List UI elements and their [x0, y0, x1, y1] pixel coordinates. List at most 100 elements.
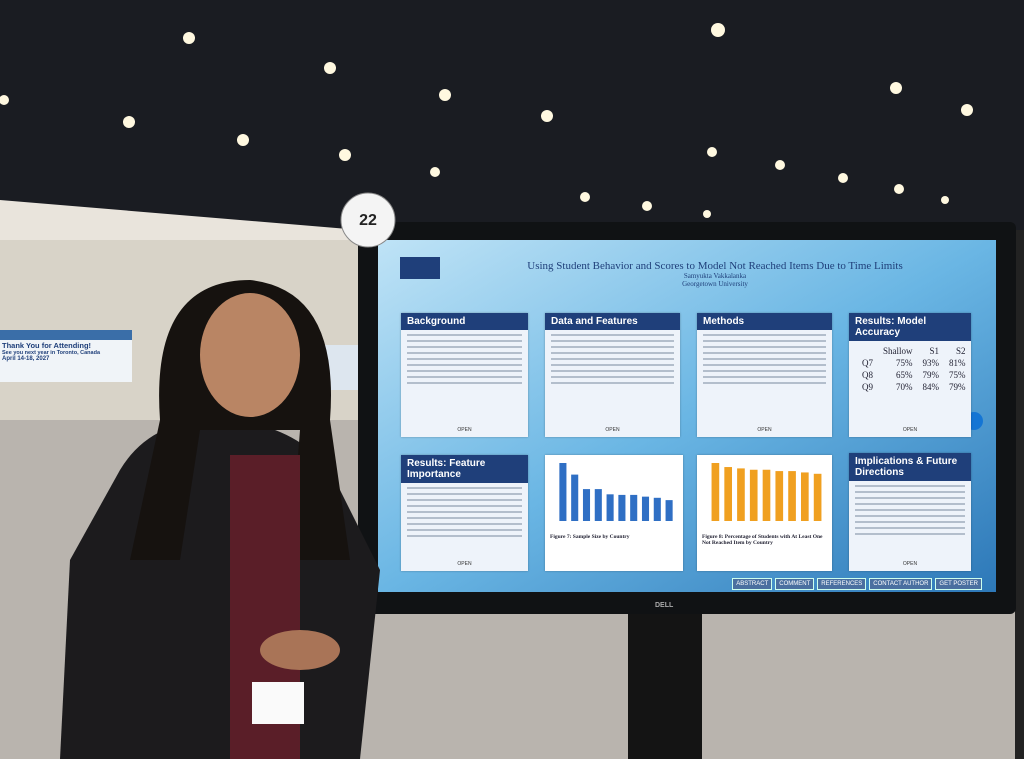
text-line	[855, 521, 965, 523]
figure-chart	[559, 463, 673, 521]
booth-number: 22	[359, 212, 377, 229]
open-label: OPEN	[457, 561, 472, 567]
text-line	[551, 334, 674, 336]
text-line	[407, 382, 522, 384]
table-cell: 65%	[896, 370, 913, 380]
bar	[762, 469, 771, 521]
text-line	[855, 491, 965, 493]
banner-stripe	[0, 330, 132, 340]
bar	[653, 497, 661, 521]
table-cell: 84%	[922, 382, 940, 392]
monitor-stand	[628, 610, 702, 759]
bar	[665, 500, 673, 521]
bar	[775, 471, 784, 521]
poster-buttons: ABSTRACT COMMENT REFERENCES CONTACT AUTHOR G…	[729, 572, 982, 590]
poster-section: Results: Model Accuracy Shallow S1 S2 Q7 75% 9…	[849, 313, 971, 437]
text-line	[855, 497, 965, 499]
text-line	[407, 334, 522, 336]
section-heading: Methods	[697, 313, 832, 330]
bar	[606, 494, 614, 521]
text-line	[551, 382, 674, 384]
text-line	[855, 527, 965, 529]
column-header: S2	[956, 346, 966, 356]
text-line	[407, 517, 522, 519]
bar	[571, 474, 579, 521]
text-line	[407, 358, 522, 360]
text-line	[703, 382, 826, 384]
text-line	[407, 523, 522, 525]
bar	[737, 468, 745, 521]
column-header: S1	[929, 346, 940, 356]
table-cell: 93%	[922, 358, 940, 368]
text-line	[407, 499, 522, 501]
table-cell: Q9	[862, 382, 873, 392]
bar	[582, 489, 591, 521]
text-line	[551, 376, 674, 378]
column-header: Shallow	[883, 346, 913, 356]
poster-button[interactable]: ABSTRACT	[732, 578, 773, 590]
bar	[559, 463, 567, 521]
table-cell: 81%	[949, 358, 966, 368]
poster-affiliation: Georgetown University	[682, 280, 748, 288]
text-line	[407, 376, 522, 378]
poster-section: Results: Feature Importance OPEN	[401, 455, 528, 571]
poster-button[interactable]: CONTACT AUTHOR	[869, 578, 933, 590]
text-line	[703, 358, 826, 360]
poster-button[interactable]: REFERENCES	[817, 578, 867, 590]
bar	[749, 469, 758, 521]
poster-figure: Figure 8: Percentage of Students with At…	[697, 455, 832, 571]
text-line	[703, 340, 826, 342]
section-heading: Results: Model Accuracy	[849, 313, 971, 341]
bar	[801, 472, 809, 521]
text-line	[407, 340, 522, 342]
text-line	[703, 364, 826, 366]
figure-caption: Figure 7: Sample Size by Country	[550, 534, 630, 540]
poster-logo	[400, 257, 440, 279]
person-hands	[260, 630, 340, 670]
text-line	[551, 352, 674, 354]
open-label: OPEN	[902, 561, 918, 567]
table-cell: 79%	[949, 382, 966, 392]
table-cell: Q7	[862, 358, 873, 368]
table-row: Q8 65% 79% 75%	[857, 369, 971, 381]
section-heading: Data and Features	[545, 313, 680, 330]
table-cell: 70%	[896, 382, 913, 392]
bar	[711, 463, 720, 521]
text-line	[855, 503, 965, 505]
bar	[724, 467, 732, 521]
poster-button[interactable]: COMMENT	[775, 578, 815, 590]
table-cell: Q8	[862, 370, 873, 380]
text-line	[551, 358, 674, 360]
text-line	[407, 505, 522, 507]
open-label: OPEN	[605, 427, 620, 433]
text-line	[407, 370, 522, 372]
banner-dates: April 14-18, 2027	[2, 356, 50, 362]
table-header: Shallow S1 S2	[857, 345, 971, 357]
text-line	[551, 364, 674, 366]
monitor-brand: DELL	[655, 602, 674, 609]
section-heading: Implications & Future Directions	[849, 453, 971, 481]
poster-figure: Figure 7: Sample Size by Country	[545, 455, 683, 571]
bar	[641, 496, 650, 521]
bar	[630, 494, 638, 521]
open-label: OPEN	[457, 427, 472, 433]
open-label: OPEN	[902, 427, 918, 433]
booth-sign	[340, 192, 396, 248]
poster-button[interactable]: GET POSTER	[935, 578, 982, 590]
section-heading: Background	[401, 313, 528, 330]
person-face	[200, 293, 300, 417]
bar	[813, 473, 822, 521]
text-line	[703, 346, 826, 348]
text-line	[407, 511, 522, 513]
banner-title: Thank You for Attending!	[2, 341, 92, 350]
text-line	[703, 334, 826, 336]
poster-header: Using Student Behavior and Scores to Mod…	[450, 260, 980, 288]
table-corner	[857, 345, 878, 357]
text-line	[703, 352, 826, 354]
poster-author: Samyukta Vakkalanka	[683, 272, 747, 280]
name-badge	[252, 682, 304, 724]
banner-text: Thank You for Attending! See you next ye…	[2, 341, 132, 362]
section-heading: Results: Feature Importance	[401, 455, 528, 483]
ceiling	[0, 0, 1024, 230]
